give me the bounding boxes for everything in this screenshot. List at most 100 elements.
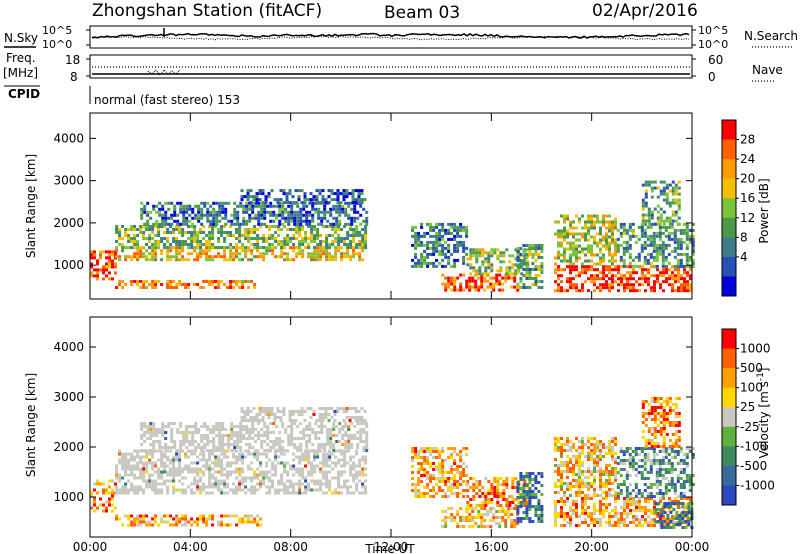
scatter-cell — [569, 482, 572, 485]
scatter-cell — [596, 274, 599, 278]
scatter-cell — [93, 488, 96, 492]
scatter-cell — [605, 506, 608, 509]
scatter-cell — [679, 261, 683, 265]
scatter-cell — [537, 514, 541, 517]
scatter-cell — [361, 485, 365, 489]
scatter-cell — [593, 488, 596, 491]
scatter-cell — [590, 497, 593, 500]
scatter-cell — [487, 498, 491, 501]
scatter-cell — [674, 183, 678, 187]
scatter-cell — [638, 518, 641, 521]
scatter-cell — [281, 207, 285, 211]
scatter-cell — [365, 425, 369, 428]
scatter-cell — [118, 476, 122, 480]
scatter-cell — [629, 271, 632, 275]
scatter-cell — [683, 497, 686, 500]
scatter-cell — [635, 509, 638, 512]
scatter-cell — [307, 252, 311, 256]
scatter-cell — [211, 255, 215, 259]
scatter-cell — [459, 273, 463, 277]
scatter-cell — [420, 474, 424, 477]
scatter-cell — [296, 210, 300, 214]
scatter-cell — [674, 189, 678, 193]
scatter-cell — [655, 222, 659, 226]
scatter-cell — [298, 491, 302, 495]
scatter-cell — [244, 237, 248, 240]
scatter-cell — [333, 413, 337, 416]
scatter-cell — [602, 271, 605, 275]
scatter-cell — [490, 498, 494, 501]
scatter-cell — [127, 234, 131, 237]
scatter-cell — [338, 440, 342, 443]
scatter-cell — [420, 240, 424, 244]
scatter-cell — [273, 419, 277, 422]
scatter-cell — [118, 243, 122, 246]
scatter-cell — [181, 228, 185, 231]
scatter-cell — [271, 461, 275, 465]
scatter-cell — [169, 249, 173, 253]
scatter-cell — [160, 488, 164, 492]
scatter-cell — [292, 488, 296, 492]
scatter-cell — [221, 434, 225, 437]
scatter-cell — [130, 452, 134, 456]
scatter-cell — [276, 416, 280, 419]
scatter-cell — [432, 462, 436, 465]
scatter-cell — [670, 231, 674, 235]
scatter-cell — [676, 246, 680, 250]
scatter-cell — [212, 425, 216, 428]
scatter-cell — [261, 192, 265, 196]
scatter-cell — [173, 219, 177, 223]
scatter-cell — [223, 452, 227, 456]
scatter-cell — [563, 232, 566, 236]
scatter-cell — [133, 523, 137, 527]
scatter-cell — [214, 476, 218, 480]
scatter-cell — [262, 237, 266, 240]
scatter-cell — [149, 425, 153, 428]
scatter-cell — [111, 277, 114, 281]
scatter-cell — [640, 246, 644, 250]
scatter-cell — [523, 254, 527, 258]
scatter-cell — [575, 214, 578, 218]
scatter-cell — [635, 289, 638, 293]
scatter-cell — [351, 198, 355, 202]
scatter-cell — [261, 419, 265, 422]
scatter-cell — [175, 243, 179, 246]
scatter-cell — [587, 226, 590, 230]
scatter-cell — [432, 240, 436, 244]
scatter-cell — [238, 485, 242, 489]
scatter-cell — [459, 228, 463, 232]
scatter-cell — [499, 269, 503, 273]
scatter-cell — [118, 255, 122, 259]
scatter-cell — [185, 446, 189, 449]
scatter-cell — [664, 264, 668, 268]
scatter-cell — [158, 207, 162, 211]
scatter-cell — [197, 213, 201, 217]
scatter-cell — [340, 246, 344, 250]
scatter-cell — [164, 431, 168, 434]
scatter-cell — [145, 452, 149, 456]
scatter-cell — [447, 486, 451, 489]
scatter-cell — [321, 201, 325, 205]
scatter-cell — [211, 280, 215, 283]
scatter-cell — [178, 258, 182, 262]
scatter-cell — [414, 483, 418, 486]
scatter-cell — [325, 237, 329, 240]
scatter-cell — [554, 443, 557, 446]
scatter-cell — [502, 489, 506, 492]
scatter-cell — [679, 231, 683, 235]
scatter-cell — [685, 231, 689, 235]
scatter-cell — [677, 180, 681, 184]
scatter-cell — [352, 491, 356, 495]
scatter-cell — [282, 189, 286, 193]
scatter-cell — [444, 288, 448, 292]
scatter-cell — [288, 192, 292, 196]
scatter-cell — [540, 262, 544, 265]
scatter-cell — [414, 237, 418, 241]
scatter-cell — [224, 434, 228, 437]
scatter-cell — [484, 501, 488, 504]
scatter-cell — [670, 222, 674, 226]
scatter-cell — [513, 276, 517, 280]
scatter-cell — [217, 464, 221, 468]
scatter-cell — [510, 513, 514, 516]
scatter-cell — [283, 246, 287, 250]
